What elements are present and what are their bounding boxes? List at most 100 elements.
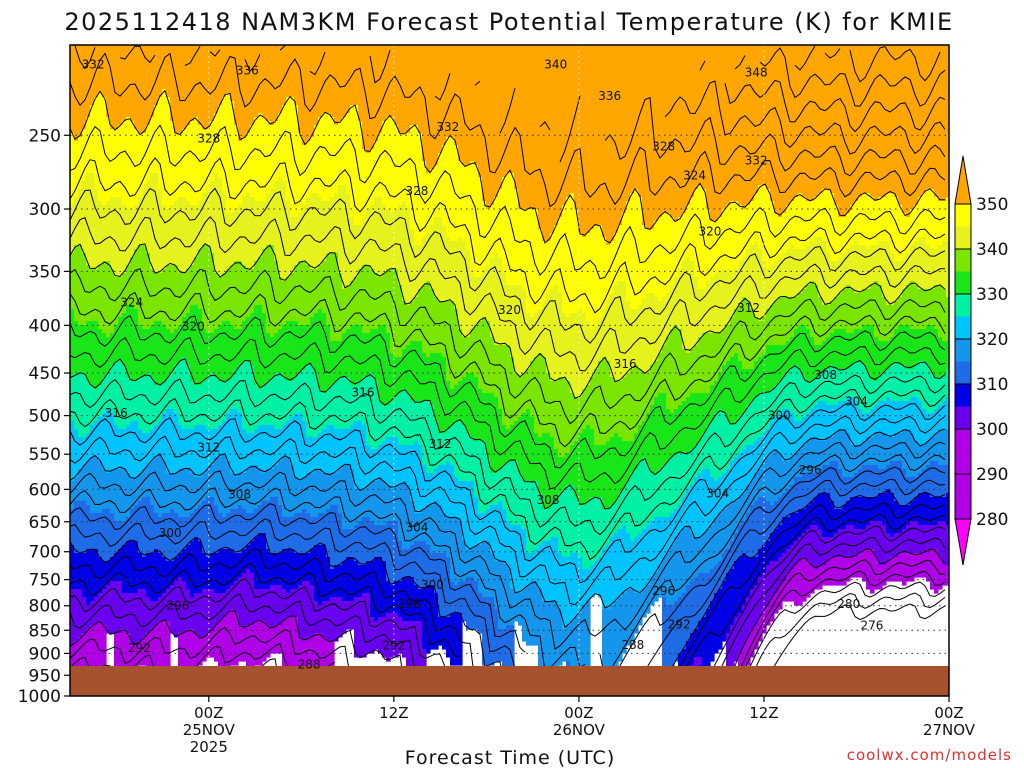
contour-line-294 [70, 525, 946, 686]
colorbar-band [955, 361, 971, 385]
colorbar-label: 350 [976, 195, 1008, 215]
contour-line-302 [70, 478, 946, 693]
colorbar-band [955, 294, 971, 317]
y-tick-label: 300 [29, 200, 61, 220]
contour-label: 304 [706, 486, 729, 500]
y-tick-label: 450 [29, 364, 61, 384]
contour-line-298 [70, 502, 946, 689]
contour-label: 296 [652, 584, 675, 598]
surface-ground [70, 666, 949, 696]
contour-line-314 [70, 402, 946, 584]
colorbar-band [955, 226, 971, 250]
contour-line-326 [70, 291, 946, 448]
contour-line-324 [70, 314, 946, 469]
contour-line-320 [70, 358, 946, 510]
y-tick-label: 1000 [18, 687, 61, 707]
contour-label: 340 [544, 58, 567, 72]
y-tick-label: 900 [29, 644, 61, 664]
x-tick-label: 00Z [194, 704, 223, 722]
colorbar-label: 320 [976, 330, 1008, 350]
contour-label: 332 [82, 58, 105, 72]
contour-label: 336 [236, 63, 259, 77]
x-tick-label: 00Z [934, 704, 963, 722]
contour-label: 288 [298, 657, 321, 671]
credit-link[interactable]: coolwx.com/models [847, 746, 1012, 764]
contour-label: 320 [182, 319, 205, 333]
colorbar-label: 340 [976, 240, 1008, 260]
y-tick-label: 700 [29, 543, 61, 563]
x-tick-label: 12Z [749, 704, 778, 722]
colorbar-label: 300 [976, 420, 1008, 440]
contour-line-348 [699, 60, 946, 133]
contour-line-322 [70, 336, 946, 490]
colorbar-band [955, 451, 971, 475]
contour-line-288 [70, 559, 946, 683]
contour-label: 304 [406, 520, 429, 534]
contour-label: 324 [683, 168, 706, 182]
contour-label: 296 [166, 599, 189, 613]
contour-label: 292 [382, 639, 405, 653]
contour-label: 328 [406, 184, 429, 198]
contour-label: 280 [837, 597, 860, 611]
contour-line-352 [794, 45, 941, 83]
colorbar-label: 290 [976, 465, 1008, 485]
contour-label: 308 [228, 488, 251, 502]
contour-label: 300 [159, 526, 182, 540]
contour-label: 328 [197, 131, 220, 145]
colorbar-over-arrow [954, 155, 972, 205]
colorbar-band [955, 316, 971, 340]
colorbar-band [955, 204, 971, 227]
y-tick-label: 250 [29, 126, 61, 146]
contour-label: 348 [745, 65, 768, 79]
contour-label: 300 [421, 578, 444, 592]
contour-line-318 [70, 374, 946, 536]
contour-line-330 [70, 243, 946, 400]
y-tick-label: 400 [29, 316, 61, 336]
colorbar-band [955, 339, 971, 362]
contour-line-340 [70, 89, 945, 244]
contour-line-344 [74, 45, 946, 177]
contour-label: 316 [614, 357, 637, 371]
x-tick-label: 26NOV [553, 721, 606, 739]
contour-label: 308 [537, 493, 560, 507]
colorbar-band [955, 249, 971, 272]
contour-label: 312 [197, 441, 220, 455]
colorbar-band [955, 474, 971, 497]
contour-line-312 [70, 415, 946, 606]
contour-label: 292 [668, 618, 691, 632]
contour-label: 304 [845, 395, 868, 409]
y-tick-label: 550 [29, 445, 61, 465]
x-tick-label: 2025 [190, 738, 228, 756]
x-tick-label: 25NOV [183, 721, 236, 739]
contour-label: 328 [652, 139, 675, 153]
contour-label: 312 [429, 437, 452, 451]
contour-label: 332 [745, 153, 768, 167]
colorbar: 280 290 300 310 320 330 340 350 [954, 155, 1008, 566]
contour-line-336 [70, 157, 946, 314]
contour-line-296 [70, 513, 946, 691]
contour-label: 276 [860, 618, 883, 632]
colorbar-label: 280 [976, 510, 1008, 530]
y-tick-label: 500 [29, 407, 61, 427]
contour-label: 312 [737, 301, 760, 315]
contour-label: 300 [768, 409, 791, 423]
contour-label: 292 [128, 641, 151, 655]
contour-line-290 [70, 548, 946, 692]
y-tick-label: 600 [29, 480, 61, 500]
contour-line-334 [70, 187, 946, 344]
contour-line-346 [664, 80, 946, 155]
y-tick-label: 950 [29, 666, 61, 686]
contour-line-350 [734, 47, 946, 107]
plot-area [70, 45, 949, 694]
contour-line-292 [70, 537, 946, 689]
contour-line-342 [70, 52, 946, 208]
x-tick-label: 12Z [379, 704, 408, 722]
y-axis: 250 300 350 400 450 500 550 600 650 700 750 800 850 9… [18, 126, 70, 707]
colorbar-band [955, 496, 971, 520]
contour-label: 316 [105, 406, 128, 420]
contour-label: 324 [120, 295, 143, 309]
y-tick-label: 750 [29, 571, 61, 591]
contour-label: 320 [699, 224, 722, 238]
